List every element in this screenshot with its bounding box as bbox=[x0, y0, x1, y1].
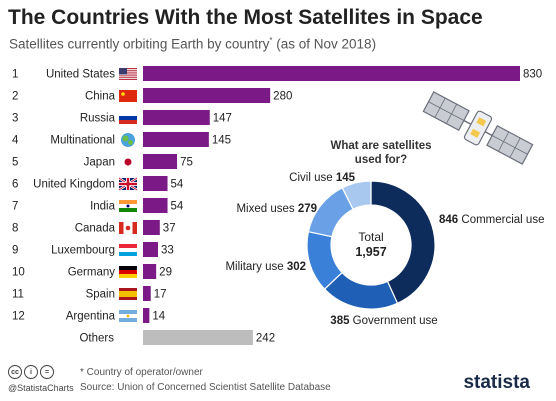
page-subtitle: Satellites currently orbiting Earth by c… bbox=[9, 36, 376, 52]
value-label: 29 bbox=[159, 267, 172, 279]
value-label: 37 bbox=[163, 223, 176, 235]
category-label: Luxembourg bbox=[51, 245, 115, 257]
donut-slice-name: Mixed uses bbox=[236, 203, 297, 215]
rank-label: 4 bbox=[12, 135, 19, 147]
rank-label: 2 bbox=[12, 91, 18, 103]
flag-ar-icon bbox=[119, 310, 137, 322]
donut-center-value: 1,957 bbox=[355, 245, 386, 259]
flag-us-icon bbox=[119, 68, 137, 80]
subtitle-text: Satellites currently orbiting Earth by c… bbox=[9, 36, 270, 52]
rank-label: 7 bbox=[12, 201, 18, 213]
rank-label: 1 bbox=[12, 69, 18, 81]
donut-slice-value: 279 bbox=[298, 203, 317, 215]
donut-slice-value: 145 bbox=[336, 172, 356, 184]
donut-slice-label: Military use 302 bbox=[225, 261, 306, 273]
rank-label: 10 bbox=[12, 267, 25, 279]
rank-label: 6 bbox=[12, 179, 18, 191]
value-label: 830 bbox=[523, 69, 542, 81]
category-label: Russia bbox=[80, 113, 116, 125]
bar bbox=[143, 198, 168, 213]
flag-in-icon bbox=[119, 200, 137, 212]
category-label: Spain bbox=[86, 289, 115, 301]
bar bbox=[143, 242, 158, 257]
category-label: India bbox=[90, 201, 116, 213]
social-handle: @StatistaCharts bbox=[8, 383, 74, 393]
donut-title-line1: What are satellites bbox=[331, 140, 432, 152]
flag-jp-icon bbox=[119, 156, 137, 168]
donut-slice bbox=[370, 180, 436, 305]
flag-ru-icon bbox=[119, 112, 137, 124]
rank-label: 9 bbox=[12, 245, 18, 257]
bar bbox=[143, 220, 160, 235]
donut-slice-value: 385 bbox=[330, 315, 350, 327]
donut-slice-name: Military use bbox=[225, 261, 286, 273]
bar bbox=[143, 66, 520, 81]
value-label: 147 bbox=[213, 113, 232, 125]
subtitle-date: (as of Nov 2018) bbox=[276, 36, 377, 52]
donut-slice-name: Commercial use bbox=[458, 214, 544, 226]
value-label: 75 bbox=[180, 157, 193, 169]
bar bbox=[143, 132, 209, 147]
category-label: Japan bbox=[84, 157, 115, 169]
bar bbox=[143, 154, 178, 169]
license-icons: cc i = bbox=[8, 365, 54, 379]
value-label: 54 bbox=[171, 179, 184, 191]
flag-globe-icon bbox=[121, 133, 135, 147]
source-note: Source: Union of Concerned Scientist Sat… bbox=[80, 382, 331, 393]
donut-slice-name: Civil use bbox=[289, 172, 336, 184]
donut-slice-label: Civil use 145 bbox=[289, 172, 355, 184]
donut-slice bbox=[341, 180, 372, 211]
donut-slice-value: 302 bbox=[287, 261, 306, 273]
page-title: The Countries With the Most Satellites i… bbox=[8, 6, 483, 29]
category-label: Others bbox=[79, 333, 114, 345]
bar bbox=[143, 176, 168, 191]
donut-center-label: Total bbox=[358, 230, 383, 244]
bar bbox=[143, 264, 157, 279]
donut-slice-name: Government use bbox=[349, 315, 437, 327]
value-label: 280 bbox=[273, 91, 292, 103]
donut-title-line2: used for? bbox=[355, 154, 407, 166]
value-label: 14 bbox=[152, 311, 165, 323]
value-label: 145 bbox=[212, 135, 231, 147]
bar bbox=[143, 308, 150, 323]
rank-label: 3 bbox=[12, 113, 18, 125]
category-label: Canada bbox=[75, 223, 116, 235]
bar bbox=[143, 330, 253, 345]
flag-gb-icon bbox=[118, 177, 138, 191]
value-label: 33 bbox=[161, 245, 174, 257]
satellite-icon bbox=[422, 91, 534, 165]
category-label: United Kingdom bbox=[33, 179, 115, 191]
donut-slice-label: 385 Government use bbox=[330, 315, 437, 327]
brand-logo: statista bbox=[463, 372, 530, 393]
flag-ca-icon bbox=[119, 222, 137, 234]
no-derivatives-icon: = bbox=[40, 365, 54, 379]
donut-slice-label: Mixed uses 279 bbox=[236, 203, 317, 215]
value-label: 242 bbox=[256, 333, 275, 345]
subtitle-footnote-mark: * bbox=[269, 36, 273, 45]
flag-cn-icon bbox=[119, 90, 137, 102]
donut-slice-value: 846 bbox=[439, 214, 458, 226]
bar bbox=[143, 110, 210, 125]
category-label: United States bbox=[46, 69, 115, 81]
rank-label: 5 bbox=[12, 157, 18, 169]
bar bbox=[143, 88, 271, 103]
footnote: * Country of operator/owner bbox=[80, 367, 203, 378]
category-label: China bbox=[85, 91, 116, 103]
category-label: Argentina bbox=[66, 311, 116, 323]
value-label: 54 bbox=[171, 201, 184, 213]
category-label: Germany bbox=[68, 267, 116, 279]
rank-label: 12 bbox=[12, 311, 25, 323]
attribution-icon: i bbox=[24, 365, 38, 379]
donut-slice-label: 846 Commercial use bbox=[439, 214, 544, 226]
flag-de-icon bbox=[119, 266, 137, 278]
value-label: 17 bbox=[154, 289, 167, 301]
cc-icon: cc bbox=[8, 365, 22, 379]
flag-es-icon bbox=[119, 288, 137, 300]
rank-label: 11 bbox=[12, 289, 24, 301]
bar bbox=[143, 286, 151, 301]
category-label: Multinational bbox=[50, 135, 115, 147]
rank-label: 8 bbox=[12, 223, 18, 235]
flag-lu-icon bbox=[119, 244, 137, 256]
